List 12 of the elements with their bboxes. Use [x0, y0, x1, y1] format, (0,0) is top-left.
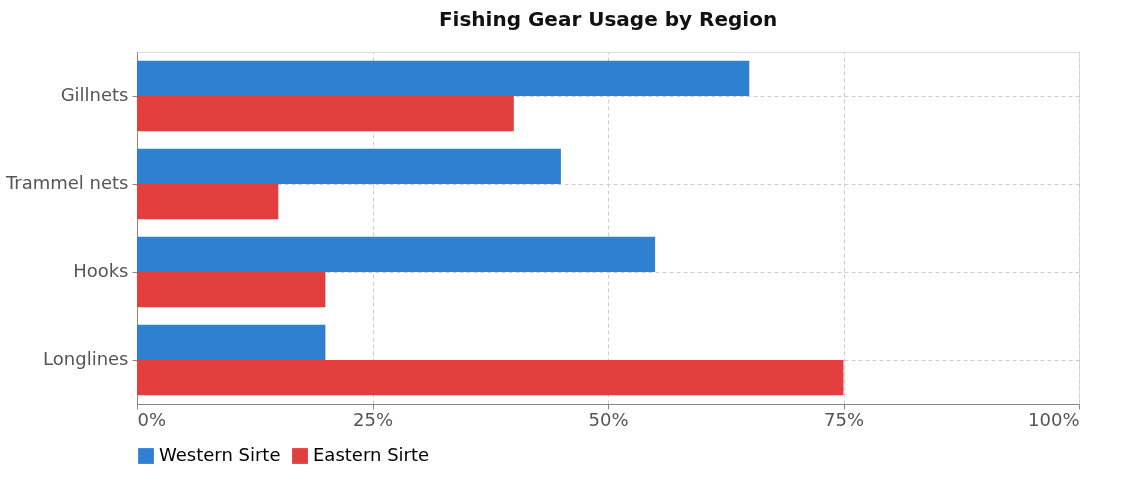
chart-title: Fishing Gear Usage by Region — [438, 7, 778, 31]
x-tick-label: 0% — [137, 408, 167, 430]
x-tick-label: 25% — [352, 408, 394, 430]
x-tick-label: 75% — [823, 408, 865, 430]
legend-label: Western Sirte — [159, 444, 281, 465]
y-tick-label: Gillnets — [60, 84, 129, 105]
y-tick-label: Trammel nets — [4, 172, 129, 193]
x-tick-label: 50% — [588, 408, 629, 430]
y-tick-label: Hooks — [73, 260, 129, 281]
legend-label: Eastern Sirte — [313, 444, 430, 465]
x-tick-label: 100% — [1028, 408, 1080, 430]
y-tick-label: Longlines — [43, 348, 129, 369]
